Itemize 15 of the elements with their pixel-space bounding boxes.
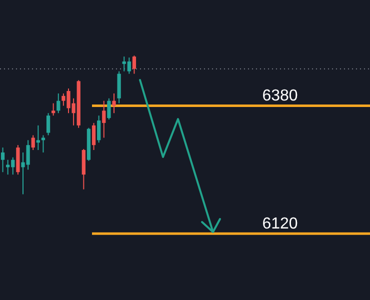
ref-line-label: 6120 xyxy=(262,216,298,233)
candlestick xyxy=(112,92,116,114)
candlestick xyxy=(56,92,60,114)
candlestick xyxy=(36,124,40,150)
candlestick xyxy=(46,112,50,136)
candlestick xyxy=(41,134,46,153)
candlestick xyxy=(0,147,5,173)
candlestick xyxy=(92,122,96,150)
candlestick xyxy=(52,102,56,116)
candlestick xyxy=(97,115,101,144)
candlestick xyxy=(31,134,35,150)
ref-line-label: 6380 xyxy=(262,88,298,105)
candlestick xyxy=(132,55,136,74)
candlestick xyxy=(107,98,111,120)
candlestick xyxy=(102,100,106,138)
